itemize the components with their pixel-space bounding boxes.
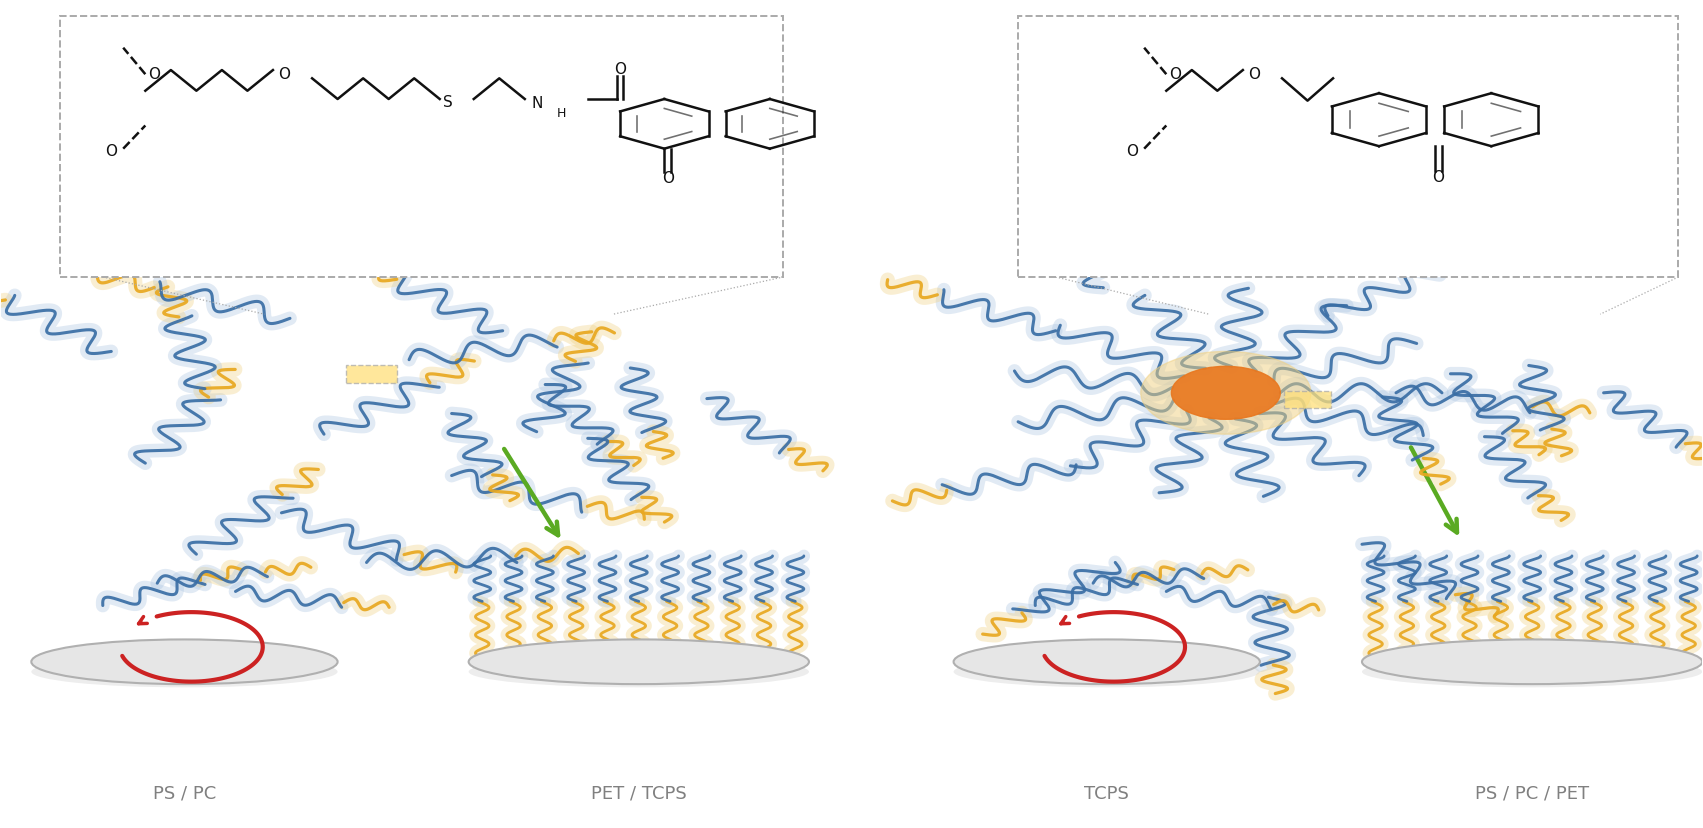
Ellipse shape <box>31 640 337 684</box>
FancyBboxPatch shape <box>1018 17 1679 277</box>
Ellipse shape <box>1362 657 1703 687</box>
Text: O: O <box>1126 144 1138 159</box>
Ellipse shape <box>468 640 809 684</box>
Text: O: O <box>106 144 118 159</box>
Text: H: H <box>557 107 567 119</box>
Text: N: N <box>531 96 543 111</box>
Text: O: O <box>615 61 627 76</box>
Text: O: O <box>1248 67 1260 82</box>
Text: O: O <box>1432 170 1444 185</box>
Ellipse shape <box>954 640 1260 684</box>
FancyBboxPatch shape <box>60 17 783 277</box>
Text: PET / TCPS: PET / TCPS <box>591 783 686 802</box>
Ellipse shape <box>31 657 337 687</box>
Text: O: O <box>662 171 674 185</box>
Text: O: O <box>278 67 290 82</box>
Circle shape <box>1172 367 1281 420</box>
Text: TCPS: TCPS <box>1085 783 1129 802</box>
Circle shape <box>1141 352 1311 435</box>
Bar <box>346 365 397 383</box>
Ellipse shape <box>468 657 809 687</box>
Ellipse shape <box>954 657 1260 687</box>
Text: O: O <box>1168 67 1180 82</box>
Text: PS / PC: PS / PC <box>153 783 216 802</box>
Text: O: O <box>148 67 160 82</box>
Text: S: S <box>443 94 453 109</box>
Bar <box>1284 392 1332 408</box>
Text: PS / PC / PET: PS / PC / PET <box>1475 783 1589 802</box>
Ellipse shape <box>1362 640 1703 684</box>
